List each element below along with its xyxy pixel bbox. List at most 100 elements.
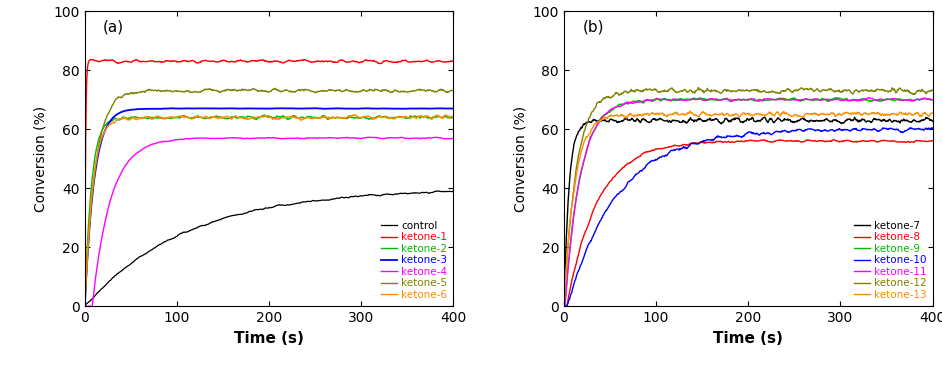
ketone-7 — [783, 118, 794, 123]
ketone-7 — [772, 116, 784, 121]
ketone-12 — [927, 88, 938, 93]
ketone-6 — [314, 115, 325, 120]
ketone-2 — [303, 114, 315, 119]
ketone-3 — [293, 106, 304, 111]
ketone-2 — [359, 115, 370, 120]
ketone-8 — [793, 139, 804, 143]
ketone-13 — [783, 112, 794, 117]
Line: control: control — [85, 191, 453, 306]
ketone-2 — [102, 121, 113, 125]
ketone-5 — [359, 88, 370, 93]
ketone-13 — [876, 113, 887, 117]
ketone-2 — [294, 116, 305, 120]
ketone-11 — [559, 304, 570, 308]
ketone-10 — [837, 128, 849, 132]
ketone-9 — [793, 98, 804, 102]
ketone-10 — [927, 126, 938, 131]
ketone-8 — [772, 138, 784, 142]
ketone-4 — [303, 136, 315, 140]
Text: (b): (b) — [582, 20, 604, 35]
ketone-1 — [303, 59, 315, 63]
ketone-13 — [927, 111, 938, 115]
ketone-12 — [793, 87, 804, 92]
ketone-5 — [303, 88, 315, 92]
ketone-3 — [309, 106, 320, 110]
ketone-1 — [359, 58, 370, 63]
Y-axis label: Conversion (%): Conversion (%) — [34, 106, 48, 212]
Line: ketone-5: ketone-5 — [85, 88, 453, 306]
Line: ketone-7: ketone-7 — [564, 117, 933, 306]
ketone-9 — [876, 98, 887, 103]
ketone-11 — [927, 97, 938, 102]
ketone-12 — [876, 87, 887, 92]
ketone-6 — [102, 125, 113, 130]
ketone-13 — [838, 111, 850, 115]
ketone-4 — [359, 135, 370, 140]
ketone-7 — [759, 115, 771, 119]
ketone-10 — [581, 246, 593, 251]
ketone-13 — [772, 111, 784, 115]
ketone-13 — [559, 304, 570, 308]
ketone-3 — [315, 106, 326, 111]
ketone-6 — [349, 113, 361, 117]
control — [314, 199, 325, 203]
ketone-7 — [927, 119, 938, 124]
control — [430, 189, 442, 193]
ketone-9 — [782, 98, 793, 102]
Y-axis label: Conversion (%): Conversion (%) — [513, 106, 528, 212]
ketone-13 — [793, 114, 804, 118]
Line: ketone-10: ketone-10 — [564, 128, 933, 306]
X-axis label: Time (s): Time (s) — [713, 331, 783, 346]
ketone-3 — [79, 304, 90, 308]
ketone-10 — [793, 127, 804, 132]
ketone-12 — [581, 122, 593, 127]
control — [397, 192, 408, 196]
ketone-1 — [102, 59, 113, 63]
ketone-12 — [772, 91, 784, 95]
ketone-10 — [559, 304, 570, 308]
ketone-2 — [79, 304, 90, 308]
ketone-10 — [876, 127, 887, 132]
ketone-3 — [102, 124, 113, 128]
ketone-7 — [793, 118, 804, 123]
control — [359, 193, 370, 198]
ketone-1 — [315, 59, 326, 63]
ketone-1 — [293, 59, 304, 63]
ketone-1 — [298, 57, 309, 62]
Line: ketone-3: ketone-3 — [85, 108, 453, 306]
ketone-3 — [397, 107, 408, 111]
ketone-3 — [359, 106, 370, 111]
ketone-4 — [430, 135, 442, 139]
Line: ketone-11: ketone-11 — [564, 98, 933, 306]
ketone-6 — [397, 114, 408, 119]
ketone-9 — [581, 148, 593, 152]
Line: ketone-1: ketone-1 — [85, 59, 453, 306]
ketone-9 — [559, 304, 570, 308]
ketone-7 — [876, 119, 887, 123]
ketone-8 — [927, 138, 938, 143]
ketone-8 — [581, 227, 593, 231]
ketone-9 — [927, 98, 938, 102]
ketone-4 — [447, 136, 459, 141]
ketone-5 — [79, 304, 90, 308]
ketone-1 — [79, 304, 90, 308]
ketone-10 — [782, 130, 793, 134]
ketone-8 — [758, 137, 770, 142]
ketone-12 — [692, 85, 704, 90]
ketone-12 — [838, 88, 850, 93]
Line: ketone-6: ketone-6 — [85, 115, 453, 306]
ketone-2 — [259, 113, 270, 117]
ketone-6 — [359, 114, 370, 119]
ketone-9 — [838, 97, 850, 101]
ketone-9 — [772, 97, 784, 101]
Line: ketone-8: ketone-8 — [564, 139, 933, 306]
control — [79, 304, 90, 308]
ketone-4 — [397, 135, 408, 139]
Line: ketone-9: ketone-9 — [564, 98, 933, 306]
ketone-8 — [783, 138, 794, 143]
Legend: control, ketone-1, ketone-2, ketone-3, ketone-4, ketone-5, ketone-6: control, ketone-1, ketone-2, ketone-3, k… — [381, 220, 448, 301]
ketone-11 — [876, 97, 887, 101]
ketone-5 — [294, 87, 305, 92]
ketone-13 — [684, 109, 695, 113]
ketone-11 — [782, 97, 793, 102]
